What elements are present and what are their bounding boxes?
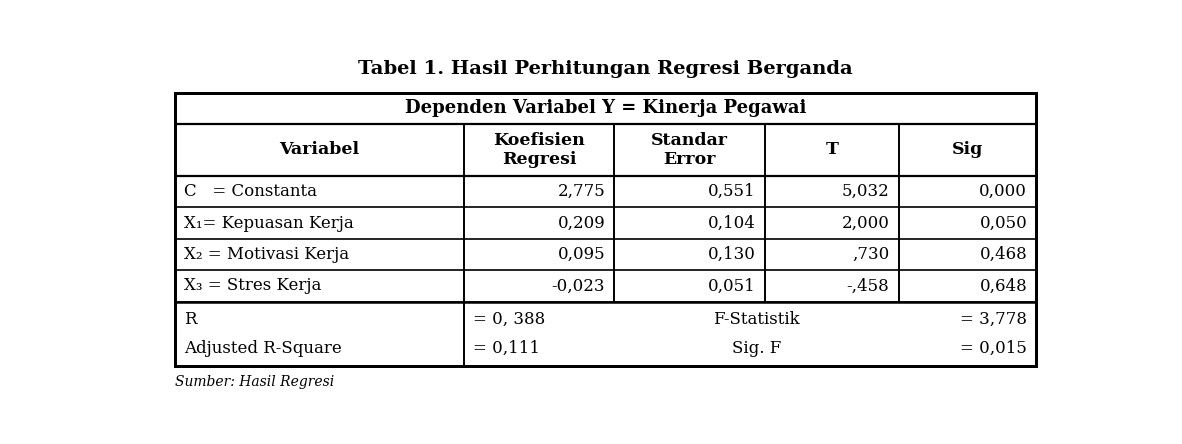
Text: C   = Constanta: C = Constanta [184, 183, 318, 200]
Text: 0,209: 0,209 [558, 214, 605, 232]
Text: R: R [184, 311, 197, 328]
Text: Koefisien
Regresi: Koefisien Regresi [493, 132, 585, 168]
Bar [175, 93, 1037, 366]
Text: Sig. F: Sig. F [732, 340, 781, 357]
Text: -0,023: -0,023 [552, 278, 605, 294]
Text: 0,050: 0,050 [980, 214, 1027, 232]
Text: = 0,111: = 0,111 [473, 340, 540, 357]
Text: ,730: ,730 [852, 246, 889, 263]
Text: 0,648: 0,648 [980, 278, 1027, 294]
Text: Adjusted R-Square: Adjusted R-Square [184, 340, 342, 357]
Text: Dependen Variabel Y = Kinerja Pegawai: Dependen Variabel Y = Kinerja Pegawai [405, 99, 806, 117]
Text: Sig: Sig [952, 142, 983, 159]
Text: 0,130: 0,130 [708, 246, 756, 263]
Text: 0,095: 0,095 [558, 246, 605, 263]
Text: 0,468: 0,468 [980, 246, 1027, 263]
Text: = 0, 388: = 0, 388 [473, 311, 545, 328]
Text: 0,104: 0,104 [708, 214, 756, 232]
Text: F-Statistik: F-Statistik [713, 311, 800, 328]
Text: X₃ = Stres Kerja: X₃ = Stres Kerja [184, 278, 322, 294]
Text: = 0,015: = 0,015 [960, 340, 1027, 357]
Text: 5,032: 5,032 [842, 183, 889, 200]
Text: = 3,778: = 3,778 [960, 311, 1027, 328]
Text: T: T [825, 142, 838, 159]
Text: 2,000: 2,000 [842, 214, 889, 232]
Text: Standar
Error: Standar Error [651, 132, 728, 168]
Text: Variabel: Variabel [279, 142, 359, 159]
Text: 0,000: 0,000 [979, 183, 1027, 200]
Text: Sumber: Hasil Regresi: Sumber: Hasil Regresi [175, 375, 335, 389]
Bar [175, 93, 1037, 366]
Text: X₁= Kepuasan Kerja: X₁= Kepuasan Kerja [184, 214, 355, 232]
Text: 2,775: 2,775 [558, 183, 605, 200]
Text: Tabel 1. Hasil Perhitungan Regresi Berganda: Tabel 1. Hasil Perhitungan Regresi Berga… [358, 59, 853, 78]
Text: 0,051: 0,051 [708, 278, 756, 294]
Text: X₂ = Motivasi Kerja: X₂ = Motivasi Kerja [184, 246, 350, 263]
Text: -,458: -,458 [846, 278, 889, 294]
Text: 0,551: 0,551 [708, 183, 756, 200]
